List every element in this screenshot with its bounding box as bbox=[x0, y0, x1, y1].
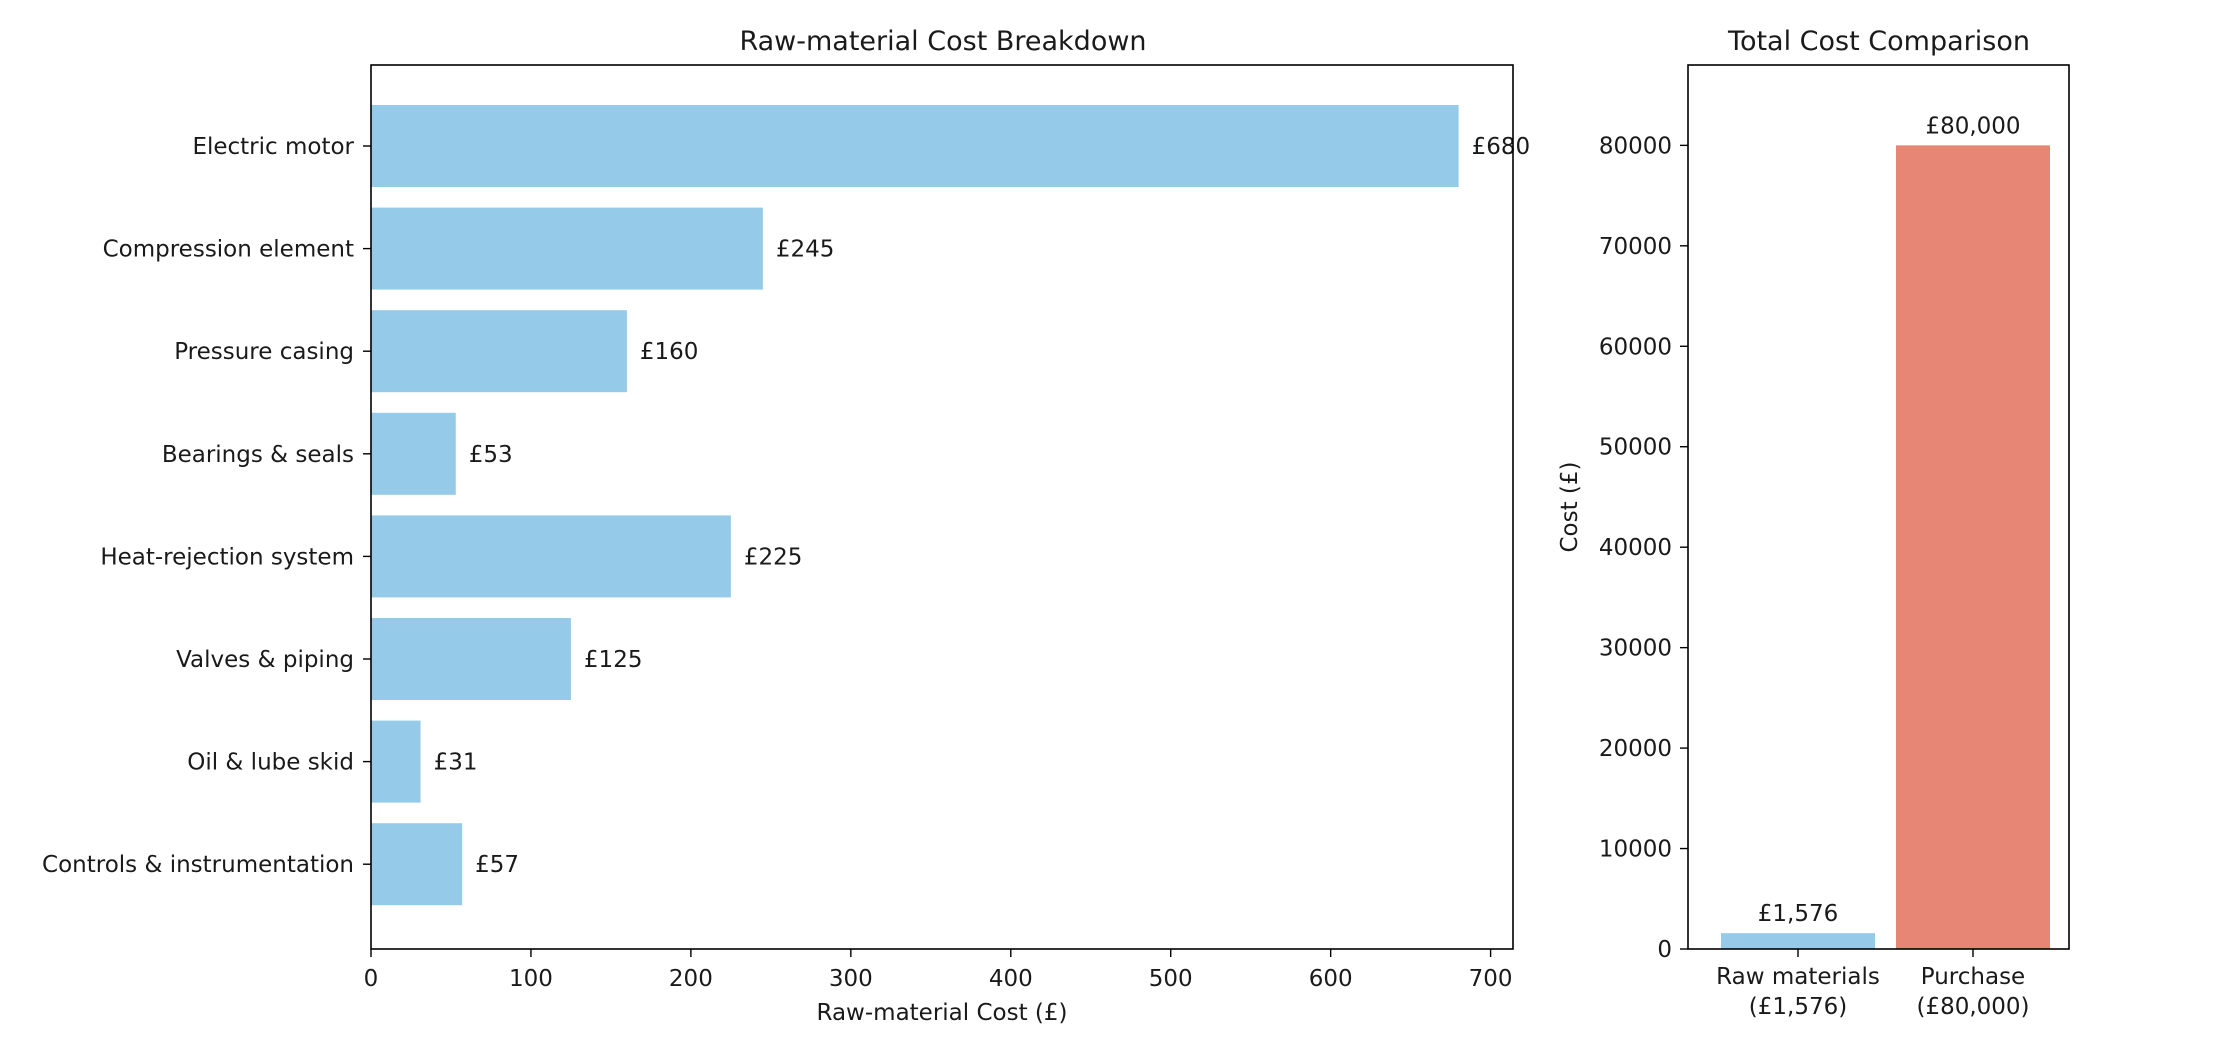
bar-4 bbox=[371, 515, 731, 598]
x-tick-label: 200 bbox=[669, 966, 713, 992]
y-tick-label: 20000 bbox=[1599, 736, 1672, 762]
y-tick-label: 50000 bbox=[1599, 435, 1672, 461]
bar-value-label: £57 bbox=[475, 852, 519, 878]
y-tick-label: Bearings & seals bbox=[162, 442, 354, 468]
right-chart-total-comparison: Total Cost Comparison 0 10000 20000 30000 40… bbox=[1557, 26, 2070, 1020]
y-tick-label: 80000 bbox=[1599, 133, 1672, 159]
x-tick-label: 0 bbox=[364, 966, 379, 992]
bar-6 bbox=[371, 720, 421, 803]
bar-7 bbox=[371, 823, 463, 906]
x-tick-label: 300 bbox=[829, 966, 873, 992]
bar-value-label: £125 bbox=[584, 647, 643, 673]
right-y-axis-label: Cost (£) bbox=[1557, 461, 1583, 552]
y-tick-label: 10000 bbox=[1599, 837, 1672, 863]
left-plot-frame bbox=[370, 64, 1514, 950]
x-tick-label: Purchase bbox=[1921, 964, 2025, 990]
bar-value-label: £31 bbox=[434, 750, 478, 776]
y-tick-label: Controls & instrumentation bbox=[42, 852, 354, 878]
bar-0 bbox=[371, 105, 1459, 187]
y-tick-label: Valves & piping bbox=[176, 647, 354, 673]
right-plot-frame bbox=[1687, 64, 2070, 950]
x-tick-label: 600 bbox=[1309, 966, 1353, 992]
x-tick-label: 400 bbox=[989, 966, 1033, 992]
right-chart-title: Total Cost Comparison bbox=[1727, 26, 2030, 57]
bar-value-label: £53 bbox=[469, 442, 513, 468]
y-tick-label: 0 bbox=[1657, 937, 1672, 963]
bar-value-label: £680 bbox=[1472, 134, 1531, 160]
bar-5 bbox=[371, 618, 571, 700]
y-tick-label: Oil & lube skid bbox=[187, 750, 354, 776]
y-tick-label: 70000 bbox=[1599, 234, 1672, 260]
bar-0 bbox=[1721, 933, 1875, 949]
y-tick-label: 40000 bbox=[1599, 535, 1672, 561]
y-tick-label: 60000 bbox=[1599, 334, 1672, 360]
x-tick-label: 700 bbox=[1469, 966, 1513, 992]
left-chart-title: Raw-material Cost Breakdown bbox=[739, 26, 1146, 57]
x-tick-label: Raw materials bbox=[1716, 964, 1880, 990]
bar-value-label: £80,000 bbox=[1925, 113, 2020, 139]
bar-1 bbox=[371, 207, 763, 290]
x-tick-label: 500 bbox=[1149, 966, 1193, 992]
left-x-axis-label: Raw-material Cost (£) bbox=[816, 1000, 1067, 1026]
y-tick-label: Electric motor bbox=[192, 134, 354, 160]
y-tick-label: 30000 bbox=[1599, 636, 1672, 662]
bar-value-label: £1,576 bbox=[1758, 901, 1838, 927]
y-tick-label: Compression element bbox=[103, 237, 354, 263]
bar-value-label: £225 bbox=[744, 544, 803, 570]
x-tick-label: 100 bbox=[509, 966, 553, 992]
left-chart-cost-breakdown: Raw-material Cost Breakdown Electric mot… bbox=[42, 26, 1530, 1026]
bar-value-label: £160 bbox=[640, 339, 699, 365]
y-tick-label: Heat-rejection system bbox=[100, 544, 354, 570]
bar-3 bbox=[371, 412, 456, 495]
x-tick-sublabel: (£80,000) bbox=[1916, 994, 2029, 1020]
bar-2 bbox=[371, 310, 627, 393]
bar-1 bbox=[1896, 145, 2050, 949]
x-tick-sublabel: (£1,576) bbox=[1749, 994, 1847, 1020]
bar-value-label: £245 bbox=[776, 237, 835, 263]
y-tick-label: Pressure casing bbox=[174, 339, 354, 365]
